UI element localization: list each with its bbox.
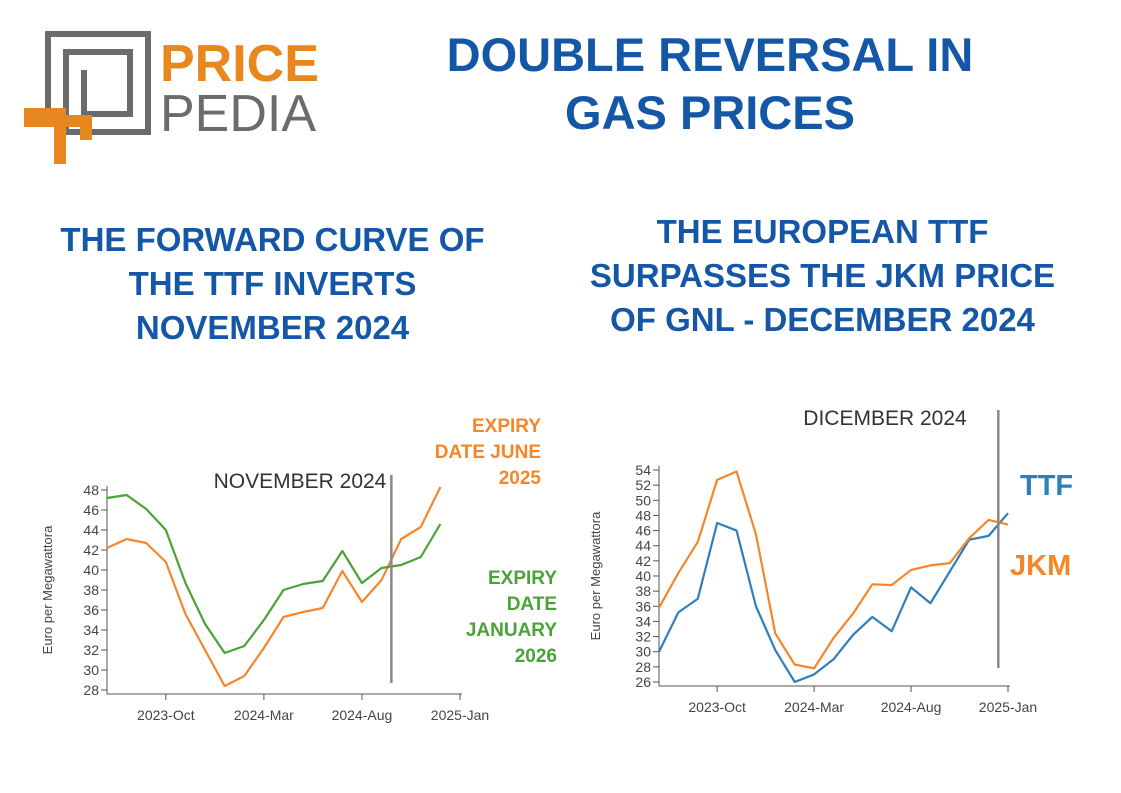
series-label: EXPIRY DATE JUNE 2025 [435, 416, 542, 489]
left-chart-heading: THE FORWARD CURVE OF THE TTF INVERTS NOV… [20, 218, 525, 350]
right-chart-heading: THE EUROPEAN TTF SURPASSES THE JKM PRICE… [545, 210, 1100, 342]
y-tick-label: 34 [635, 613, 651, 629]
x-tick-label: 2025-Jan [979, 699, 1037, 715]
y-tick-label: 30 [635, 644, 651, 660]
y-tick-label: 30 [83, 662, 99, 678]
y-tick-label: 46 [83, 502, 99, 518]
y-tick-label: 38 [83, 582, 99, 598]
y-tick-label: 36 [635, 598, 651, 614]
heading-line: THE EUROPEAN TTF [656, 213, 989, 250]
heading-line: OF GNL - DECEMBER 2024 [610, 301, 1035, 338]
heading-line: THE FORWARD CURVE OF [60, 221, 485, 258]
x-tick-label: 2024-Mar [784, 699, 844, 715]
y-tick-label: 54 [635, 462, 651, 478]
series-label-line: 2025 [499, 468, 542, 489]
series-line-expiry-date-june-2025 [106, 486, 442, 688]
x-tick-label: 2023-Oct [688, 699, 746, 715]
page-title: DOUBLE REVERSAL IN GAS PRICES [330, 26, 1090, 142]
y-tick-label: 28 [83, 682, 99, 698]
y-tick-label: 44 [635, 538, 651, 554]
y-tick-label: 28 [635, 659, 651, 675]
y-tick-label: 44 [83, 522, 99, 538]
title-line: DOUBLE REVERSAL IN [446, 28, 974, 81]
series-label-line: JKM [1010, 550, 1071, 582]
pricepedia-logo: PRICE PEDIA [24, 31, 319, 164]
y-tick-label: 36 [83, 602, 99, 618]
heading-line: NOVEMBER 2024 [135, 309, 410, 346]
y-tick-label: 40 [83, 562, 99, 578]
x-tick-label: 2024-Aug [881, 699, 942, 715]
series-label: JKM [1010, 550, 1071, 582]
series-label-line: JANUARY [466, 620, 557, 641]
date-marker-label: NOVEMBER 2024 [214, 470, 387, 493]
series-label-line: EXPIRY [472, 416, 541, 437]
y-tick-label: 48 [83, 482, 99, 498]
ttf-forward-curve-chart: 28 30 32 34 36 38 40 42 44 46 48 2023-Oct 2024-Mar 20… [40, 416, 557, 723]
heading-line: THE TTF INVERTS [128, 265, 417, 302]
y-tick-label: 42 [83, 542, 99, 558]
y-tick-label: 26 [635, 674, 651, 690]
x-tick-label: 2024-Aug [332, 707, 393, 723]
x-tick-label: 2023-Oct [137, 707, 195, 723]
series-label: EXPIRY DATE JANUARY 2026 [466, 568, 557, 667]
series-line-jkm [658, 470, 1009, 670]
y-tick-label: 46 [635, 523, 651, 539]
series-line-expiry-date-january-2026 [106, 493, 442, 655]
y-tick-label: 50 [635, 492, 651, 508]
y-tick-label: 32 [635, 629, 651, 645]
series-line-ttf [658, 512, 1009, 684]
date-marker-label: DICEMBER 2024 [803, 407, 967, 430]
logo-word-price: PRICE [160, 35, 319, 93]
y-tick-label: 52 [635, 477, 651, 493]
y-axis-label: Euro per Megawattora [588, 511, 603, 640]
y-tick-label: 42 [635, 553, 651, 569]
series-label: TTF [1020, 470, 1073, 502]
y-tick-label: 38 [635, 583, 651, 599]
y-tick-label: 40 [635, 568, 651, 584]
series-label-line: EXPIRY [488, 568, 557, 589]
y-axis-label: Euro per Megawattora [40, 525, 55, 654]
series-label-line: 2026 [515, 646, 557, 667]
y-tick-label: 34 [83, 622, 99, 638]
series-label-line: TTF [1020, 470, 1073, 502]
series-label-line: DATE [507, 594, 557, 615]
heading-line: SURPASSES THE JKM PRICE [589, 257, 1056, 294]
series-label-line: DATE JUNE [435, 442, 541, 463]
logo-word-pedia: PEDIA [160, 85, 316, 143]
y-tick-label: 48 [635, 507, 651, 523]
y-tick-label: 32 [83, 642, 99, 658]
logo-mark-icon [24, 31, 151, 164]
title-line: GAS PRICES [565, 86, 855, 139]
x-tick-label: 2025-Jan [431, 707, 489, 723]
x-tick-label: 2024-Mar [234, 707, 294, 723]
